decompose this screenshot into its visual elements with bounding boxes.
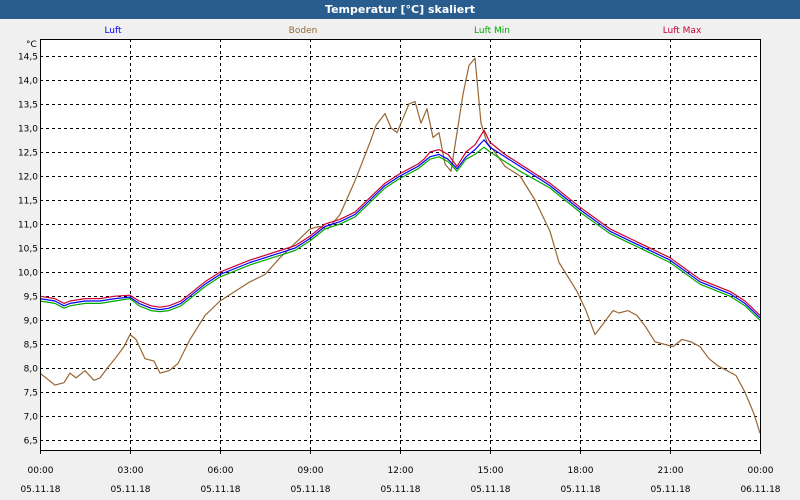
x-tick-date: 05.11.18: [380, 485, 420, 495]
series-line-luft: [39, 139, 761, 319]
x-tick-date: 05.11.18: [290, 485, 330, 495]
legend-item-luft: Luft: [104, 26, 122, 36]
y-tick-label: 14,5: [18, 53, 38, 63]
y-tick-label: 6,5: [24, 437, 38, 447]
y-tick-label: 9,5: [24, 293, 38, 303]
y-tick-label: 10,0: [18, 269, 38, 279]
x-tick-time: 00:00: [28, 466, 54, 476]
y-tick-label: 13,0: [18, 125, 38, 135]
y-tick-label: 11,0: [18, 221, 38, 231]
y-tick-label: 8,5: [24, 341, 38, 351]
y-tick-label: 10,5: [18, 245, 38, 255]
x-tick-date: 05.11.18: [200, 485, 240, 495]
x-tick-time: 12:00: [388, 466, 414, 476]
x-tick-time: 15:00: [478, 466, 504, 476]
x-tick-date: 05.11.18: [470, 485, 510, 495]
legend-item-luft-min: Luft Min: [474, 26, 510, 36]
x-tick-time: 09:00: [298, 466, 324, 476]
y-tick-label: 12,0: [18, 173, 38, 183]
y-tick-label: 7,5: [24, 389, 38, 399]
axis-ticks: 6,5 7,0 7,5 8,0 8,5 9,0 9,5 10,0 10,5 11,0 11,5 12,…: [18, 53, 781, 496]
legend-item-boden: Boden: [289, 26, 318, 36]
x-tick-date: 05.11.18: [110, 485, 150, 495]
x-tick-date: 05.11.18: [560, 485, 600, 495]
x-tick-time: 03:00: [118, 466, 144, 476]
x-tick-time: 06:00: [208, 466, 234, 476]
chart-area: Luft Boden Luft Min Luft Max °C 6,5 7,0 7,5 8,…: [0, 19, 800, 500]
series-line-luft-max: [39, 129, 761, 316]
y-tick-label: 14,0: [18, 77, 38, 87]
x-tick-date: 05.11.18: [650, 485, 690, 495]
series-line-luft-min: [39, 146, 761, 321]
y-tick-label: 11,5: [18, 197, 38, 207]
y-axis-label: °C: [26, 40, 37, 50]
x-tick-time: 18:00: [568, 466, 594, 476]
series-group: [39, 57, 761, 434]
y-tick-label: 8,0: [24, 365, 39, 375]
x-tick-date: 05.11.18: [20, 485, 60, 495]
legend: Luft Boden Luft Min Luft Max: [104, 26, 702, 36]
grid: [40, 39, 760, 450]
x-tick-time: 21:00: [658, 466, 684, 476]
y-tick-label: 7,0: [24, 413, 39, 423]
chart-title: Temperatur [°C] skaliert: [0, 0, 800, 20]
series-line-boden: [39, 57, 761, 434]
x-tick-time: 00:00: [748, 466, 774, 476]
y-tick-label: 13,5: [18, 101, 38, 111]
y-tick-label: 9,0: [24, 317, 39, 327]
legend-item-luft-max: Luft Max: [663, 26, 702, 36]
y-tick-label: 12,5: [18, 149, 38, 159]
x-tick-date: 06.11.18: [740, 485, 780, 495]
